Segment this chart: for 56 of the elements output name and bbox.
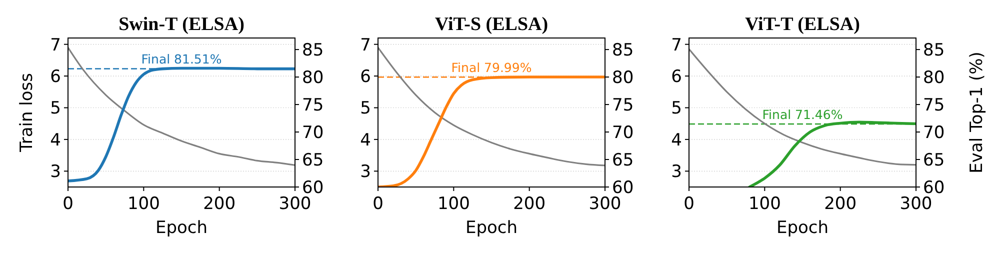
chart-title: ViT-S (ELSA) [434,14,548,35]
y-tick-label: 3 [50,162,61,182]
x-tick-label: 100 [127,194,160,214]
line-series [378,46,605,166]
y-tick-label: 6 [50,67,61,88]
y-tick-label: 4 [360,130,371,150]
y-tick-label: 5 [671,98,682,119]
x-tick-label: 0 [372,194,384,214]
x-tick-label: 0 [62,194,74,214]
x-tick-label: 200 [513,194,546,214]
y-tick-label: 6 [360,67,371,88]
y-axis-title: Train loss [17,72,37,154]
x-tick-label: 300 [588,194,622,214]
y-tick-label: 3 [671,162,682,182]
x-tick-label: 0 [684,194,694,214]
y2-tick-label: 65 [302,150,324,171]
y-tick-label: 5 [50,98,61,119]
x-axis-title: Epoch [776,218,829,238]
x-axis-title: Epoch [155,218,208,238]
x-tick-label: 200 [824,194,857,214]
y2-axis-title: Eval Top-1 (%) [967,52,987,174]
x-tick-label: 100 [748,194,781,214]
y-tick-label: 7 [360,35,371,56]
y2-tick-label: 80 [302,68,324,88]
x-axis-title: Epoch [465,218,518,238]
y2-tick-label: 75 [302,96,324,116]
y-tick-label: 3 [360,162,371,182]
y2-tick-label: 75 [923,96,945,116]
chart-title: ViT-T (ELSA) [745,14,860,35]
x-tick-label: 300 [278,194,312,214]
y2-tick-label: 80 [923,68,945,88]
y2-tick-label: 65 [923,150,945,171]
x-tick-label: 300 [900,194,932,214]
y-tick-label: 4 [671,130,682,150]
line-series [68,46,295,166]
y-tick-label: 4 [50,130,61,150]
y2-tick-label: 70 [302,123,324,144]
y2-tick-label: 70 [612,123,634,144]
ref-line-label: Final 71.46% [762,106,843,122]
y2-tick-label: 85 [612,40,634,61]
y-tick-label: 7 [671,35,682,56]
x-tick-label: 100 [437,194,470,214]
chart-title: Swin-T (ELSA) [118,14,244,35]
y-tick-label: 7 [50,35,61,56]
y2-tick-label: 80 [612,68,634,88]
y2-tick-label: 70 [923,123,945,144]
y-tick-label: 6 [671,67,682,88]
y2-tick-label: 85 [302,40,324,61]
line-series [689,48,916,166]
y2-tick-label: 85 [923,40,945,61]
y-tick-label: 5 [360,98,371,119]
y2-tick-label: 75 [612,96,634,116]
y2-tick-label: 65 [612,150,634,171]
ref-line-label: Final 79.99% [451,60,532,76]
ref-line-label: Final 81.51% [141,52,222,67]
x-tick-label: 200 [203,194,236,214]
